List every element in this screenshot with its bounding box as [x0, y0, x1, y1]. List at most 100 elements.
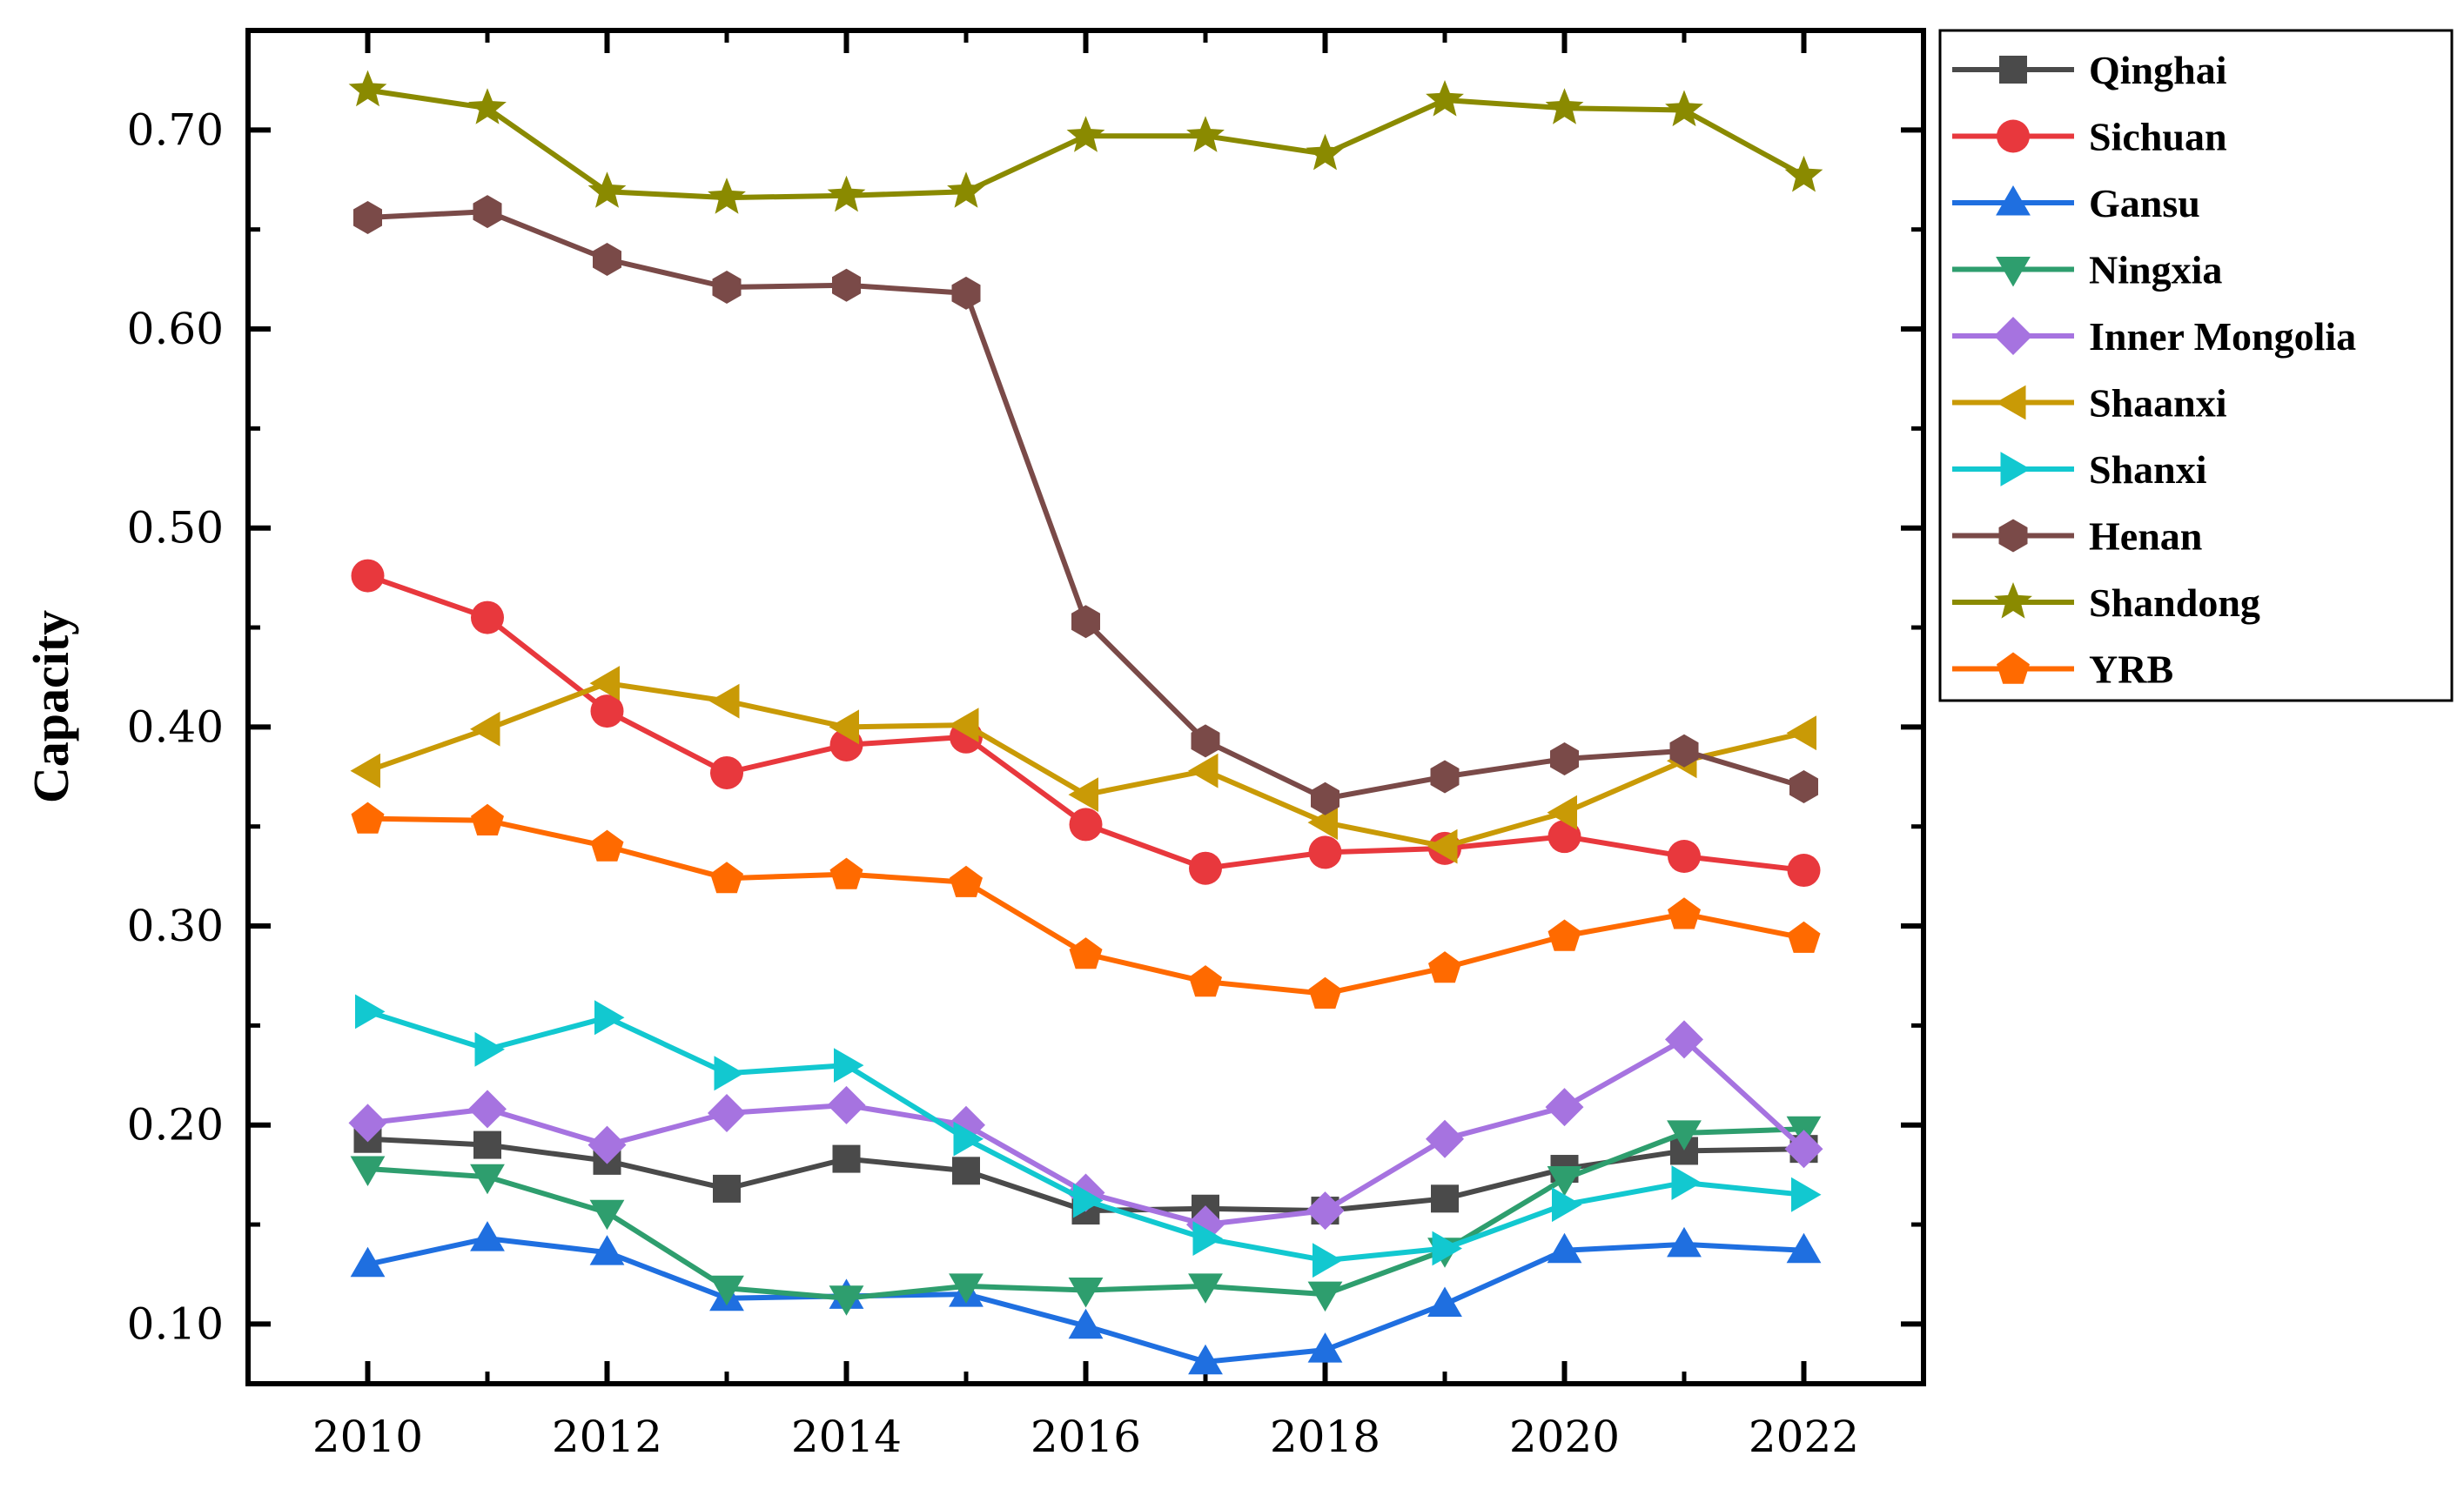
data-point-yrb	[590, 829, 624, 862]
data-point-gansu	[1427, 1286, 1462, 1317]
data-point-ningxia	[829, 1285, 864, 1316]
y-tick-label: 0.30	[127, 901, 224, 951]
data-point-ningxia	[1667, 1120, 1702, 1151]
data-point-shaanxi	[589, 666, 620, 701]
legend-marker-shandong	[1994, 582, 2032, 619]
data-point-shandong	[827, 175, 866, 212]
data-point-ningxia	[949, 1273, 984, 1304]
data-point-shanxi	[474, 1031, 505, 1067]
data-point-shanxi	[953, 1121, 984, 1157]
data-point-inner-mongolia	[1306, 1191, 1345, 1231]
data-point-gansu	[470, 1221, 505, 1251]
data-point-sichuan	[710, 755, 743, 789]
y-tick-label: 0.20	[127, 1100, 224, 1151]
legend-item-shaanxi: Shaanxi	[1952, 381, 2227, 426]
data-point-sichuan	[590, 694, 624, 728]
data-point-henan	[712, 271, 742, 304]
legend-label: Henan	[2089, 514, 2202, 559]
y-tick-label: 0.40	[127, 701, 224, 752]
data-point-ningxia	[1307, 1281, 1343, 1312]
series-shandong	[348, 70, 1823, 214]
legend-marker-henan	[1998, 519, 2028, 553]
data-point-gansu	[1786, 1232, 1822, 1264]
data-point-henan	[1071, 605, 1100, 639]
legend-item-yrb: YRB	[1952, 647, 2173, 692]
data-point-ningxia	[589, 1199, 625, 1231]
legend: Qinghai Sichuan Gansu Ningxia Inner Mongolia…	[1938, 29, 2454, 702]
data-point-qinghai	[473, 1130, 501, 1159]
data-point-sichuan	[1189, 851, 1222, 885]
data-point-ningxia	[1547, 1166, 1582, 1197]
series-yrb	[351, 802, 1821, 1009]
legend-item-shanxi: Shanxi	[1952, 447, 2207, 492]
x-tick-label: 2014	[791, 1412, 902, 1462]
data-point-gansu	[1068, 1308, 1104, 1339]
data-point-yrb	[1189, 965, 1222, 997]
series-henan	[353, 195, 1818, 815]
data-point-henan	[473, 195, 502, 229]
data-point-ningxia	[709, 1275, 744, 1306]
legend-marker-ningxia	[1996, 257, 2031, 287]
data-point-yrb	[950, 865, 983, 897]
legend-label: Shandong	[2089, 580, 2260, 625]
data-point-shanxi	[355, 994, 386, 1030]
series-shanxi	[355, 994, 1822, 1278]
legend-item-gansu: Gansu	[1952, 181, 2200, 225]
data-point-shaanxi	[1547, 795, 1577, 830]
data-point-shandong	[1426, 80, 1464, 117]
data-point-ningxia	[470, 1164, 505, 1195]
data-point-henan	[1191, 724, 1220, 758]
legend-marker-yrb	[1997, 652, 2030, 684]
y-tick-label: 0.70	[127, 104, 224, 155]
data-point-shaanxi	[829, 709, 859, 745]
data-point-shanxi	[834, 1048, 864, 1083]
legend-marker-shaanxi	[1996, 385, 2026, 420]
legend-marker-sichuan	[1997, 119, 2030, 153]
data-point-sichuan	[1308, 835, 1342, 869]
y-axis-label: Capacity	[23, 610, 79, 803]
data-point-shanxi	[1432, 1231, 1462, 1266]
legend-item-qinghai: Qinghai	[1952, 48, 2227, 92]
legend-item-sichuan: Sichuan	[1952, 115, 2227, 159]
data-point-inner-mongolia	[348, 1104, 387, 1143]
legend-label: Sichuan	[2089, 115, 2227, 159]
data-point-qinghai	[832, 1144, 861, 1173]
legend-label: Ningxia	[2089, 248, 2222, 292]
data-point-shanxi	[1313, 1243, 1343, 1278]
legend-label: Gansu	[2089, 181, 2200, 225]
data-point-qinghai	[1431, 1184, 1459, 1213]
data-point-shanxi	[1671, 1165, 1702, 1200]
data-point-shaanxi	[1188, 753, 1219, 788]
data-point-sichuan	[1668, 840, 1701, 874]
data-point-henan	[1550, 742, 1579, 775]
legend-marker-inner-mongolia	[1994, 317, 2032, 355]
data-point-yrb	[1069, 937, 1103, 969]
data-point-henan	[353, 201, 382, 234]
data-point-shaanxi	[470, 711, 500, 747]
x-tick-label: 2018	[1270, 1412, 1380, 1462]
data-point-henan	[1430, 760, 1460, 794]
legend-marker-gansu	[1996, 185, 2031, 216]
series-layer	[348, 70, 1823, 1375]
data-point-shandong	[1306, 133, 1345, 171]
data-point-gansu	[1188, 1344, 1223, 1375]
data-point-inner-mongolia	[468, 1090, 507, 1129]
data-point-shaanxi	[1307, 805, 1338, 841]
data-point-yrb	[1548, 919, 1581, 951]
data-point-inner-mongolia	[587, 1125, 627, 1164]
data-point-inner-mongolia	[1426, 1119, 1464, 1158]
data-point-yrb	[1668, 897, 1701, 929]
data-point-yrb	[1787, 921, 1821, 953]
data-point-ningxia	[1188, 1273, 1223, 1304]
data-point-shanxi	[594, 1000, 625, 1036]
legend-marker-qinghai	[1999, 56, 2027, 84]
x-tick-label: 2010	[312, 1412, 423, 1462]
data-point-sichuan	[471, 600, 504, 634]
y-tick-label: 0.60	[127, 304, 224, 354]
data-point-yrb	[351, 802, 385, 834]
data-point-shandong	[1066, 116, 1105, 152]
data-point-shanxi	[1552, 1187, 1582, 1223]
y-tick-label: 0.50	[127, 503, 224, 553]
